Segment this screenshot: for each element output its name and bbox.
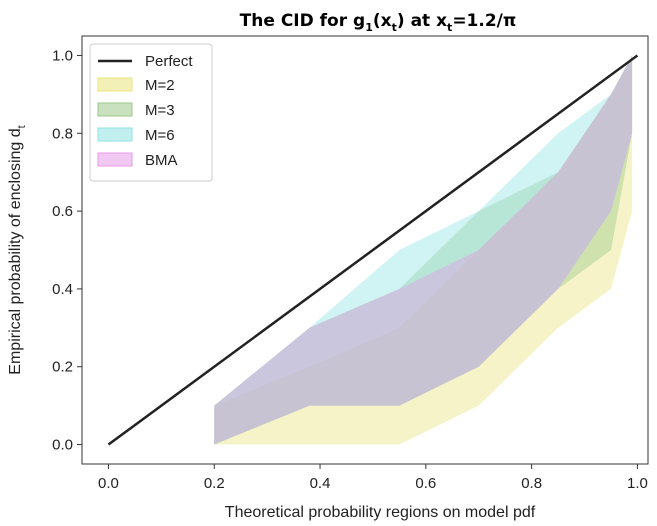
plot-area — [81, 35, 649, 465]
legend-label-m-6: M=6 — [145, 127, 175, 144]
y-tick-label: 0.2 — [52, 359, 73, 376]
y-tick-label: 0.6 — [52, 203, 73, 220]
y-tick-label: 0.0 — [52, 437, 73, 454]
x-tick-label: 0.8 — [521, 475, 542, 492]
chart-title: The CID for g1(xt) at xt=1.2/π — [240, 11, 517, 34]
y-axis-ticks: 0.0 0.2 0.4 0.6 0.8 1.0 — [52, 47, 82, 454]
legend-swatch-m-3 — [97, 102, 133, 117]
band-m-2 — [214, 55, 633, 445]
x-tick-label: 0.6 — [415, 475, 436, 492]
legend-label-bma: BMA — [145, 152, 178, 169]
y-tick-label: 0.8 — [52, 125, 73, 142]
y-tick-label: 0.4 — [52, 281, 73, 298]
legend-swatch-m-2 — [97, 77, 133, 92]
y-tick-label: 1.0 — [52, 47, 73, 64]
band-bma — [214, 55, 633, 445]
legend: Perfect M=2 M=3 M=6 BMA — [89, 43, 213, 182]
band-m-6 — [214, 55, 633, 445]
x-tick-label: 0.4 — [310, 475, 331, 492]
y-axis-label: Empirical probability of enclosing dt — [7, 125, 28, 374]
legend-swatch-m-6 — [97, 127, 133, 142]
x-tick-label: 0.0 — [98, 475, 119, 492]
legend-label-perfect: Perfect — [145, 53, 193, 70]
x-tick-label: 1.0 — [627, 475, 648, 492]
x-tick-label: 0.2 — [204, 475, 225, 492]
reference-lines — [107, 54, 639, 446]
band-m-3 — [214, 55, 633, 445]
confidence-bands — [214, 55, 633, 445]
x-axis-ticks: 0.0 0.2 0.4 0.6 0.8 1.0 — [98, 464, 648, 492]
legend-label-m-2: M=2 — [145, 77, 175, 94]
legend-label-m-3: M=3 — [145, 102, 175, 119]
legend-swatch-bma — [97, 152, 133, 167]
x-axis-label: Theoretical probability regions on model… — [225, 504, 536, 521]
perfect-line — [107, 54, 639, 446]
